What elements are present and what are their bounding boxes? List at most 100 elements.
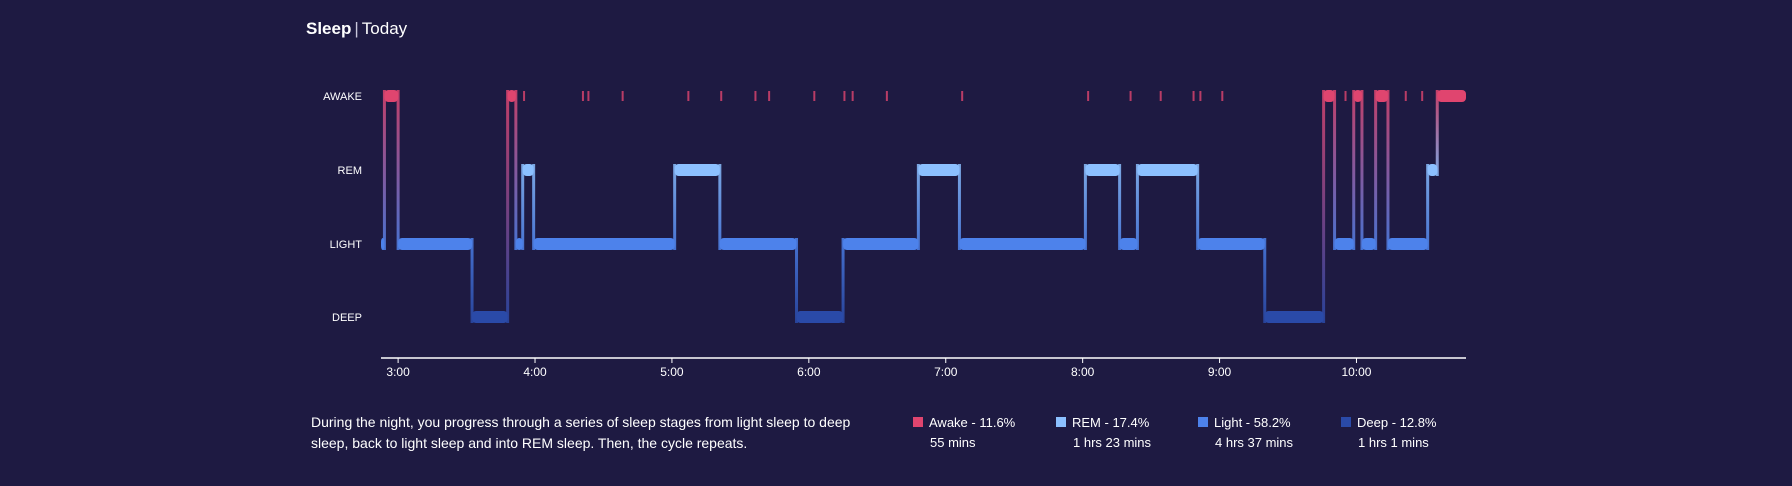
legend-duration: 55 mins bbox=[930, 435, 976, 450]
awake-blip bbox=[1087, 91, 1090, 101]
transition-line bbox=[1352, 90, 1356, 250]
stage-bar-rem bbox=[1085, 164, 1120, 176]
transition-line bbox=[841, 238, 845, 323]
stage-bar-rem bbox=[522, 164, 534, 176]
x-tick-label: 6:00 bbox=[797, 365, 821, 379]
x-tick-label: 9:00 bbox=[1208, 365, 1232, 379]
transition-line bbox=[1083, 164, 1087, 250]
stage-bar-deep bbox=[472, 311, 508, 323]
legend-duration: 1 hrs 23 mins bbox=[1073, 435, 1152, 450]
stage-bar-awake bbox=[1375, 90, 1388, 102]
title-separator: | bbox=[354, 19, 359, 38]
legend-label: Deep - 12.8% bbox=[1357, 414, 1437, 430]
stage-bar-awake bbox=[1437, 90, 1466, 102]
page-title: Sleep bbox=[306, 19, 352, 38]
awake-blip bbox=[687, 91, 690, 101]
x-tick-label: 4:00 bbox=[523, 365, 547, 379]
awake-blip bbox=[885, 91, 888, 101]
awake-blip bbox=[523, 91, 526, 101]
stage-bar-rem bbox=[1137, 164, 1198, 176]
stage-bar-light bbox=[1334, 238, 1354, 250]
stage-bar-rem bbox=[918, 164, 960, 176]
transition-line bbox=[1263, 238, 1267, 323]
transition-line bbox=[1386, 90, 1390, 250]
awake-blip bbox=[720, 91, 723, 101]
stage-bar-light bbox=[1387, 238, 1428, 250]
transition-line bbox=[521, 164, 525, 250]
stage-bar-rem bbox=[1427, 164, 1438, 176]
x-tick-label: 3:00 bbox=[386, 365, 410, 379]
stage-bar-light bbox=[959, 238, 1086, 250]
awake-blip bbox=[581, 91, 584, 101]
transition-line bbox=[1135, 164, 1139, 250]
awake-blip bbox=[768, 91, 771, 101]
page-subtitle: Today bbox=[361, 19, 408, 38]
transition-line bbox=[1426, 164, 1430, 250]
x-tick-label: 8:00 bbox=[1071, 365, 1095, 379]
legend-duration: 1 hrs 1 mins bbox=[1358, 435, 1429, 450]
legend-label: REM - 17.4% bbox=[1072, 414, 1150, 430]
stage-bar-light bbox=[381, 238, 385, 250]
transition-line bbox=[506, 90, 510, 323]
transition-line bbox=[470, 238, 474, 323]
legend-item-light: Light - 58.2% 4 hrs 37 mins bbox=[1198, 412, 1293, 452]
y-label-deep: DEEP bbox=[332, 312, 362, 324]
transition-line bbox=[1435, 90, 1439, 176]
y-label-light: LIGHT bbox=[330, 239, 363, 251]
transition-line bbox=[718, 164, 722, 250]
sleep-stages-chart: AWAKE REM LIGHT DEEP 3:00 4:00 5:00 6:00 7:00 8:… bbox=[323, 90, 1466, 379]
stage-bar-light bbox=[533, 238, 675, 250]
transition-line bbox=[1118, 164, 1122, 250]
legend-label: Awake - 11.6% bbox=[929, 414, 1016, 430]
awake-blip bbox=[1221, 91, 1224, 101]
awake-blip bbox=[1404, 91, 1407, 101]
legend-duration: 4 hrs 37 mins bbox=[1215, 435, 1294, 450]
stage-bar-light bbox=[1119, 238, 1138, 250]
legend-swatch bbox=[1056, 417, 1066, 427]
stage-bar-awake bbox=[384, 90, 399, 102]
stage-bar-rem bbox=[674, 164, 720, 176]
stage-bar-light bbox=[515, 238, 523, 250]
transition-line bbox=[1333, 90, 1337, 250]
transition-line bbox=[396, 90, 400, 250]
awake-blip bbox=[1199, 91, 1202, 101]
transition-line bbox=[916, 164, 920, 250]
x-tick-label: 7:00 bbox=[934, 365, 958, 379]
awake-blip bbox=[754, 91, 757, 101]
y-label-awake: AWAKE bbox=[323, 91, 362, 103]
legend-item-rem: REM - 17.4% 1 hrs 23 mins bbox=[1056, 412, 1151, 452]
legend-swatch bbox=[1198, 417, 1208, 427]
stage-bar-light bbox=[398, 238, 473, 250]
transition-line bbox=[532, 164, 536, 250]
awake-blip bbox=[1192, 91, 1195, 101]
stage-bar-light bbox=[1361, 238, 1376, 250]
legend-swatch bbox=[913, 417, 923, 427]
awake-blip bbox=[1344, 91, 1347, 101]
awake-blip bbox=[843, 91, 846, 101]
y-axis-labels: AWAKE REM LIGHT DEEP bbox=[323, 91, 362, 324]
awake-blip bbox=[1129, 91, 1132, 101]
transition-line bbox=[1360, 90, 1364, 250]
legend-item-awake: Awake - 11.6% 55 mins bbox=[913, 412, 1015, 452]
transition-line bbox=[957, 164, 961, 250]
transition-line bbox=[1196, 164, 1200, 250]
stage-bar-awake bbox=[507, 90, 516, 102]
awake-blip bbox=[1159, 91, 1162, 101]
awake-blip bbox=[587, 91, 590, 101]
awake-blip bbox=[1421, 91, 1424, 101]
chart-header: Sleep | Today bbox=[306, 19, 407, 39]
x-tick-label: 10:00 bbox=[1341, 365, 1371, 379]
stage-bar-deep bbox=[1264, 311, 1324, 323]
transition-line bbox=[1374, 90, 1378, 250]
legend-swatch bbox=[1341, 417, 1351, 427]
legend-label: Light - 58.2% bbox=[1214, 414, 1291, 430]
stage-bar-awake bbox=[1323, 90, 1335, 102]
awake-blip bbox=[851, 91, 854, 101]
legend-item-deep: Deep - 12.8% 1 hrs 1 mins bbox=[1341, 412, 1437, 452]
stage-bar-awake bbox=[1353, 90, 1362, 102]
stage-bar-light bbox=[1197, 238, 1265, 250]
x-tick-label: 5:00 bbox=[660, 365, 684, 379]
y-label-rem: REM bbox=[338, 165, 362, 177]
stage-bar-deep bbox=[796, 311, 844, 323]
awake-blip bbox=[961, 91, 964, 101]
